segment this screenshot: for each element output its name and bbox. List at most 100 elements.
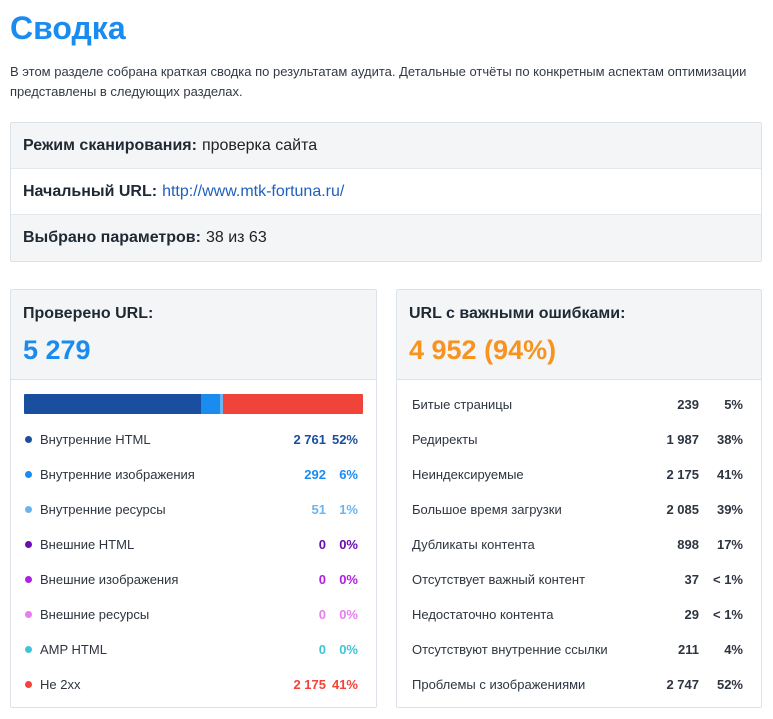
item-label: Внутренние HTML bbox=[40, 432, 151, 447]
item-count: 29 bbox=[684, 607, 699, 622]
item-label: Битые страницы bbox=[412, 397, 513, 412]
intro-text: В этом разделе собрана краткая сводка по… bbox=[10, 64, 747, 99]
error-urls-title: URL с важными ошибками: bbox=[409, 305, 626, 322]
item-count: 898 bbox=[677, 537, 699, 552]
params-value: 38 из 63 bbox=[205, 229, 267, 246]
item-label: Внешние ресурсы bbox=[40, 607, 150, 622]
item-percent: 52% bbox=[331, 432, 358, 447]
item-label: Проблемы с изображениями bbox=[412, 677, 586, 692]
legend-dot-icon bbox=[25, 611, 32, 618]
item-percent: < 1% bbox=[713, 572, 743, 587]
item-percent: 39% bbox=[716, 502, 743, 517]
item-label: Редиректы bbox=[412, 432, 478, 447]
item-count: 51 bbox=[311, 502, 326, 517]
error-urls-total: 4 952 (94%) bbox=[409, 335, 557, 365]
error-urls-list: Битые страницы 239 5% Редиректы 1 987 38% Неин… bbox=[397, 387, 761, 702]
item-count: 211 bbox=[678, 642, 699, 657]
item-count: 292 bbox=[304, 467, 326, 482]
list-item[interactable]: Внутренние изображения 292 6% bbox=[11, 457, 376, 492]
checked-urls-total: 5 279 bbox=[23, 335, 91, 365]
checked-urls-card: Проверено URL: 5 279 Внутренние HTML 2 76… bbox=[10, 289, 377, 708]
item-label: Внешние HTML bbox=[40, 537, 135, 552]
list-item[interactable]: Внешние изображения 0 0% bbox=[11, 562, 376, 597]
list-item[interactable]: Дубликаты контента 898 17% bbox=[397, 527, 761, 562]
item-percent: 0% bbox=[339, 642, 358, 657]
item-count: 2 175 bbox=[293, 677, 326, 692]
list-item[interactable]: Недостаточно контента 29 < 1% bbox=[397, 597, 761, 632]
legend-dot-icon bbox=[25, 646, 32, 653]
error-urls-card: URL с важными ошибками: 4 952 (94%) Биты… bbox=[396, 289, 762, 708]
scan-info-table: Режим сканирования: проверка сайта Начал… bbox=[10, 122, 762, 262]
legend-dot-icon bbox=[25, 681, 32, 688]
item-percent: 1% bbox=[339, 502, 358, 517]
list-item[interactable]: Большое время загрузки 2 085 39% bbox=[397, 492, 761, 527]
item-label: Большое время загрузки bbox=[412, 502, 562, 517]
list-item[interactable]: Редиректы 1 987 38% bbox=[397, 422, 761, 457]
item-percent: 38% bbox=[716, 432, 743, 447]
list-item[interactable]: Внутренние HTML 2 761 52% bbox=[11, 422, 376, 457]
list-item[interactable]: Битые страницы 239 5% bbox=[397, 387, 761, 422]
item-count: 2 175 bbox=[666, 467, 699, 482]
list-item[interactable]: Неиндексируемые 2 175 41% bbox=[397, 457, 761, 492]
list-item[interactable]: Внутренние ресурсы 51 1% bbox=[11, 492, 376, 527]
legend-dot-icon bbox=[25, 506, 32, 513]
checked-urls-header: Проверено URL: 5 279 bbox=[11, 290, 376, 380]
legend-dot-icon bbox=[25, 576, 32, 583]
item-count: 37 bbox=[684, 572, 699, 587]
item-percent: 6% bbox=[339, 467, 358, 482]
item-percent: 5% bbox=[724, 397, 743, 412]
item-label: Внешние изображения bbox=[40, 572, 179, 587]
item-count: 0 bbox=[318, 642, 326, 657]
url-distribution-bar bbox=[24, 394, 363, 414]
bar-segment bbox=[24, 394, 202, 414]
list-item[interactable]: Проблемы с изображениями 2 747 52% bbox=[397, 667, 761, 702]
item-count: 2 747 bbox=[666, 677, 699, 692]
item-percent: 52% bbox=[716, 677, 743, 692]
item-percent: 0% bbox=[339, 572, 358, 587]
item-label: Отсутствует важный контент bbox=[412, 572, 586, 587]
item-percent: 0% bbox=[339, 537, 358, 552]
item-percent: 0% bbox=[339, 607, 358, 622]
item-count: 0 bbox=[318, 537, 326, 552]
item-label: Недостаточно контента bbox=[412, 607, 554, 622]
start-url-label: Начальный URL: bbox=[23, 182, 158, 200]
item-percent: 41% bbox=[716, 467, 743, 482]
error-urls-header: URL с важными ошибками: 4 952 (94%) bbox=[397, 290, 761, 380]
bar-segment bbox=[201, 394, 220, 414]
list-item[interactable]: Внешние ресурсы 0 0% bbox=[11, 597, 376, 632]
item-count: 239 bbox=[677, 397, 699, 412]
start-url-link[interactable]: http://www.mtk-fortuna.ru/ bbox=[162, 182, 345, 200]
item-label: Неиндексируемые bbox=[412, 467, 524, 482]
item-count: 0 bbox=[318, 572, 326, 587]
item-percent: 41% bbox=[331, 677, 358, 692]
item-percent: < 1% bbox=[713, 607, 743, 622]
list-item[interactable]: AMP HTML 0 0% bbox=[11, 632, 376, 667]
params-label: Выбрано параметров: bbox=[23, 229, 201, 246]
list-item[interactable]: Отсутствует важный контент 37 < 1% bbox=[397, 562, 761, 597]
item-label: Дубликаты контента bbox=[412, 537, 535, 552]
list-item[interactable]: Не 2xx 2 175 41% bbox=[11, 667, 376, 702]
checked-urls-title: Проверено URL: bbox=[23, 305, 154, 322]
legend-dot-icon bbox=[25, 436, 32, 443]
scan-mode-label: Режим сканирования: bbox=[23, 136, 197, 154]
item-label: Отсутствуют внутренние ссылки bbox=[412, 642, 608, 657]
item-count: 2 761 bbox=[293, 432, 326, 447]
item-label: Не 2xx bbox=[40, 677, 81, 692]
bar-segment bbox=[219, 394, 224, 414]
list-item[interactable]: Внешние HTML 0 0% bbox=[11, 527, 376, 562]
scan-mode-row: Режим сканирования: проверка сайта bbox=[11, 123, 761, 169]
legend-dot-icon bbox=[25, 471, 32, 478]
item-label: Внутренние ресурсы bbox=[40, 502, 166, 517]
list-item[interactable]: Отсутствуют внутренние ссылки 211 4% bbox=[397, 632, 761, 667]
params-row: Выбрано параметров: 38 из 63 bbox=[11, 215, 761, 261]
item-count: 1 987 bbox=[666, 432, 699, 447]
scan-mode-value: проверка сайта bbox=[201, 136, 318, 154]
item-percent: 4% bbox=[724, 642, 743, 657]
item-label: Внутренние изображения bbox=[40, 467, 195, 482]
item-count: 2 085 bbox=[666, 502, 699, 517]
bar-segment bbox=[223, 394, 363, 414]
item-percent: 17% bbox=[716, 537, 743, 552]
page-title: Сводка bbox=[10, 10, 126, 46]
checked-urls-list: Внутренние HTML 2 761 52% Внутренние изобра… bbox=[11, 422, 376, 702]
start-url-row: Начальный URL: http://www.mtk-fortuna.ru… bbox=[11, 169, 761, 215]
